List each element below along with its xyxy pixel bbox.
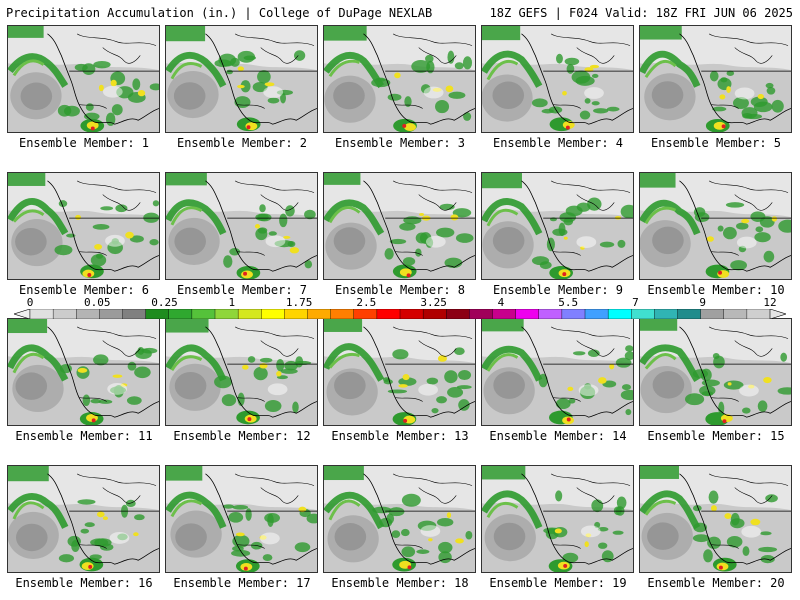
ensemble-member-label: Ensemble Member: 8 xyxy=(334,283,466,297)
ensemble-member-label: Ensemble Member: 6 xyxy=(18,283,150,297)
colorbar-tick-label: 5.5 xyxy=(558,296,579,309)
colorbar-segment xyxy=(561,309,586,319)
colorbar-segment xyxy=(446,309,470,319)
ensemble-map-11 xyxy=(7,318,160,426)
colorbar-segment xyxy=(237,309,262,319)
colorbar-tick-label: 4 xyxy=(497,296,505,309)
colorbar-tick-label: 0.05 xyxy=(84,296,111,309)
ensemble-member-label: Ensemble Member: 12 xyxy=(173,429,311,443)
colorbar-tick-label: 12 xyxy=(763,296,777,309)
colorbar-segment xyxy=(330,309,355,319)
ensemble-map-12 xyxy=(165,318,318,426)
ensemble-map-19 xyxy=(481,465,634,573)
colorbar-segment xyxy=(145,309,170,319)
ensemble-map-20 xyxy=(639,465,792,573)
ensemble-member-label: Ensemble Member: 15 xyxy=(647,429,785,443)
ensemble-map-10 xyxy=(639,172,792,280)
colorbar-tick-label: 9 xyxy=(699,296,707,309)
colorbar-segment xyxy=(631,309,655,319)
ensemble-map-2 xyxy=(165,25,318,133)
colorbar-segment xyxy=(700,309,725,319)
ensemble-map-15 xyxy=(639,318,792,426)
ensemble-map-13 xyxy=(323,318,476,426)
colorbar-segment xyxy=(723,309,748,319)
valid-time: 18Z GEFS | F024 Valid: 18Z FRI JUN 06 20… xyxy=(489,6,793,20)
colorbar-tick-label: 1.75 xyxy=(285,296,313,309)
ensemble-member-label: Ensemble Member: 13 xyxy=(331,429,469,443)
colorbar-tick-label: 7 xyxy=(632,296,639,309)
colorbar-segment xyxy=(29,309,54,319)
ensemble-map-16 xyxy=(7,465,160,573)
colorbar-segment xyxy=(607,309,632,319)
colorbar-tick-label: 0 xyxy=(26,296,34,309)
ensemble-map-7 xyxy=(165,172,318,280)
colorbar-segment xyxy=(746,309,771,319)
ensemble-map-6 xyxy=(7,172,160,280)
colorbar-segment xyxy=(99,309,124,319)
colorbar-segment xyxy=(584,309,609,319)
ensemble-member-label: Ensemble Member: 11 xyxy=(15,429,153,443)
colorbar-right-arrow xyxy=(769,309,786,319)
ensemble-map-8 xyxy=(323,172,476,280)
colorbar-tick-label: 1 xyxy=(228,296,236,309)
ensemble-map-17 xyxy=(165,465,318,573)
colorbar-segment xyxy=(469,309,494,319)
colorbar-segment xyxy=(191,309,216,319)
ensemble-member-label: Ensemble Member: 2 xyxy=(176,136,308,150)
colorbar-segment xyxy=(353,309,378,319)
ensemble-member-label: Ensemble Member: 16 xyxy=(15,576,153,590)
ensemble-member-label: Ensemble Member: 17 xyxy=(173,576,311,590)
ensemble-member-label: Ensemble Member: 5 xyxy=(650,136,782,150)
colorbar-segment xyxy=(307,309,332,319)
ensemble-map-3 xyxy=(323,25,476,133)
colorbar-segment xyxy=(422,309,447,319)
colorbar-tick-label: 0.25 xyxy=(151,296,178,309)
colorbar-segment xyxy=(538,309,563,319)
colorbar-tick-label: 2.5 xyxy=(356,296,377,309)
map-title: Precipitation Accumulation (in.) | Colle… xyxy=(6,6,433,20)
colorbar-segment xyxy=(52,309,77,319)
colorbar-left-arrow xyxy=(14,309,31,319)
colorbar-tick-label: 3.25 xyxy=(420,296,447,309)
ensemble-member-label: Ensemble Member: 9 xyxy=(492,283,624,297)
colorbar-segment xyxy=(654,309,679,319)
ensemble-member-label: Ensemble Member: 10 xyxy=(647,283,785,297)
colorbar-segment xyxy=(76,309,100,319)
ensemble-member-label: Ensemble Member: 4 xyxy=(492,136,624,150)
colorbar-segment xyxy=(376,309,401,319)
colorbar-segment xyxy=(168,309,193,319)
ensemble-member-label: Ensemble Member: 14 xyxy=(489,429,627,443)
ensemble-map-18 xyxy=(323,465,476,573)
ensemble-member-label: Ensemble Member: 1 xyxy=(18,136,150,150)
ensemble-member-label: Ensemble Member: 3 xyxy=(334,136,466,150)
colorbar-segment xyxy=(284,309,309,319)
ensemble-member-label: Ensemble Member: 19 xyxy=(489,576,627,590)
colorbar-segment xyxy=(492,309,517,319)
ensemble-map-1 xyxy=(7,25,160,133)
ensemble-map-9 xyxy=(481,172,634,280)
ensemble-map-5 xyxy=(639,25,792,133)
colorbar-segment xyxy=(122,309,147,319)
ensemble-map-14 xyxy=(481,318,634,426)
ensemble-map-4 xyxy=(481,25,634,133)
ensemble-member-label: Ensemble Member: 18 xyxy=(331,576,469,590)
ensemble-member-label: Ensemble Member: 20 xyxy=(647,576,785,590)
colorbar-segment xyxy=(261,309,285,319)
ensemble-member-label: Ensemble Member: 7 xyxy=(176,283,308,297)
colorbar-segment xyxy=(515,309,540,319)
precipitation-colorbar xyxy=(14,309,786,319)
colorbar-segment xyxy=(214,309,239,319)
colorbar-segment xyxy=(399,309,424,319)
colorbar-segment xyxy=(677,309,702,319)
